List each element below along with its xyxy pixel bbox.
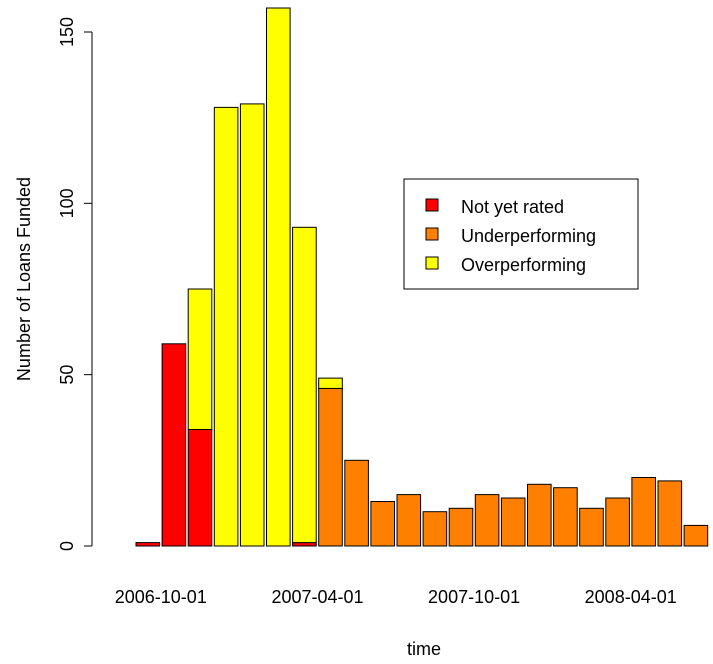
bar-overperforming-2007-02: [266, 7, 291, 547]
bar-underperforming-2007-04: [318, 387, 343, 547]
bar-overperforming-2007-03: [292, 226, 317, 544]
y-tick-label-0: 0: [57, 541, 77, 551]
bar-underperforming-2008-04: [631, 477, 657, 547]
legend-label-overperforming: Overperforming: [461, 255, 586, 275]
x-tick-label-2007-04-01: 2007-04-01: [271, 587, 363, 607]
legend: Not yet rated Underperforming Overperfor…: [403, 178, 639, 290]
x-tick-label-2008-04-01: 2008-04-01: [585, 587, 677, 607]
bar-underperforming-2008-05: [657, 480, 683, 547]
bar-underperforming-2007-09: [448, 507, 474, 547]
bar-underperforming-2008-01: [553, 487, 578, 547]
bar-underperforming-2007-06: [370, 501, 395, 547]
y-tick-label-50: 50: [57, 365, 77, 385]
bar-not-yet-rated-2006-09: [135, 542, 161, 547]
legend-label-not-yet-rated: Not yet rated: [461, 197, 564, 217]
bar-not-yet-rated-2006-11: [187, 429, 213, 547]
y-axis: 0 50 100 150: [57, 17, 93, 551]
legend-swatch-underperforming: [425, 227, 439, 241]
legend-swatch-not-yet-rated: [425, 198, 439, 212]
bar-underperforming-2007-12: [527, 483, 552, 547]
y-axis-label: Number of Loans Funded: [14, 177, 34, 381]
x-tick-label-2007-10-01: 2007-10-01: [428, 587, 520, 607]
bar-underperforming-2007-08: [422, 511, 448, 547]
legend-box: [403, 178, 639, 290]
y-tick-label-150: 150: [57, 17, 77, 47]
bar-overperforming-2007-04: [318, 377, 343, 389]
x-axis: 2006-10-01 2007-04-01 2007-10-01 2008-04-01: [115, 587, 677, 607]
x-axis-label: time: [407, 639, 441, 659]
bar-underperforming-2007-10: [474, 494, 500, 547]
bar-overperforming-2006-12: [213, 106, 239, 547]
x-tick-label-2006-10-01: 2006-10-01: [115, 587, 207, 607]
bar-underperforming-2008-03: [605, 497, 630, 547]
bar-underperforming-2007-11: [500, 497, 526, 547]
bar-underperforming-2008-02: [579, 507, 604, 547]
bar-not-yet-rated-2006-10: [161, 343, 187, 547]
bar-overperforming-2006-11: [187, 288, 213, 430]
bars-group: [135, 7, 709, 547]
bar-not-yet-rated-2007-03: [292, 542, 317, 547]
bar-underperforming-2008-06: [683, 524, 709, 547]
bar-underperforming-2007-07: [396, 494, 422, 547]
bar-overperforming-2007-01: [239, 103, 265, 547]
legend-label-underperforming: Underperforming: [461, 226, 596, 246]
y-tick-label-100: 100: [57, 188, 77, 218]
bar-underperforming-2007-05: [344, 459, 369, 547]
legend-swatch-overperforming: [425, 256, 439, 270]
